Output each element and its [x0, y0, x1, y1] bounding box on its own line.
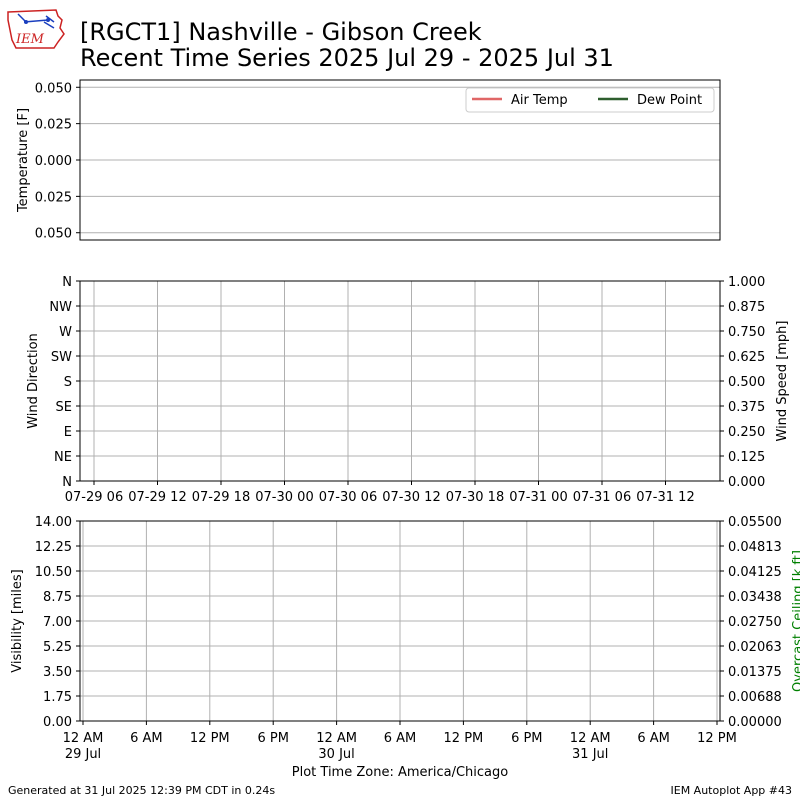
- wind-dir-ylabel: Wind Direction: [26, 333, 41, 429]
- vis-xtick-label: 12 PM: [697, 731, 737, 746]
- wind-dir-tick-label: W: [59, 325, 72, 340]
- temp-ylabel: Temperature [F]: [16, 108, 31, 213]
- iem-logo-graphic: IEM: [7, 9, 65, 49]
- generated-timestamp: Generated at 31 Jul 2025 12:39 PM CDT in…: [8, 784, 276, 797]
- wind-dir-tick-label: NW: [49, 300, 72, 315]
- iem-logo: IEM: [6, 6, 66, 52]
- ceiling-tick-label: 0.03438: [728, 590, 782, 605]
- ceiling-tick-label: 0.00000: [728, 715, 782, 730]
- visibility-plot-frame: [79, 520, 721, 722]
- vis-ytick-label: 1.75: [43, 690, 72, 705]
- wind-xtick-label: 07-30 00: [255, 490, 313, 505]
- vis-ytick-label: 10.50: [35, 565, 72, 580]
- temp-ytick-label: 0.000: [35, 154, 72, 169]
- logo-text: IEM: [15, 32, 45, 47]
- wind-dir-tick-label: S: [64, 375, 72, 390]
- vis-ytick-label: 7.00: [43, 615, 72, 630]
- vis-xtick-label: 6 AM: [637, 731, 670, 746]
- legend-label-0: Air Temp: [511, 93, 568, 108]
- vis-xtick-label: 6 AM: [384, 731, 417, 746]
- temperature-plot-frame: [79, 79, 721, 241]
- vis-xtick-date-label: 31 Jul: [572, 747, 608, 762]
- legend-box: [465, 87, 715, 113]
- vis-ytick-label: 0.00: [43, 715, 72, 730]
- chart-title-line2: Recent Time Series 2025 Jul 29 - 2025 Ju…: [80, 44, 614, 72]
- vis-ytick-label: 8.75: [43, 590, 72, 605]
- ceiling-tick-label: 0.02063: [728, 640, 782, 655]
- temp-ytick-label: 0.025: [35, 118, 72, 133]
- wind-speed-tick-label: 0.000: [728, 475, 765, 490]
- vis-ytick-label: 3.50: [43, 665, 72, 680]
- wind-plot-frame: [79, 280, 721, 482]
- wind-dir-tick-label: SW: [51, 350, 72, 365]
- wind-speed-tick-label: 0.125: [728, 450, 765, 465]
- wind-dir-tick-label: N: [62, 275, 72, 290]
- wind-speed-ylabel: Wind Speed [mph]: [775, 321, 790, 442]
- wind-speed-tick-label: 0.625: [728, 350, 765, 365]
- wind-xtick-label: 07-30 18: [446, 490, 504, 505]
- wind-xtick-label: 07-29 06: [65, 490, 123, 505]
- temp-ytick-label: 0.050: [35, 227, 72, 242]
- wind-speed-tick-label: 0.500: [728, 375, 765, 390]
- vis-xtick-date-label: 29 Jul: [65, 747, 101, 762]
- ceiling-tick-label: 0.05500: [728, 515, 782, 530]
- wind-xtick-label: 07-29 18: [192, 490, 250, 505]
- vis-xtick-label: 12 PM: [190, 731, 230, 746]
- wind-xtick-label: 07-31 12: [636, 490, 694, 505]
- vis-ytick-label: 12.25: [35, 540, 72, 555]
- vis-ylabel: Visibility [miles]: [10, 569, 25, 672]
- ceiling-tick-label: 0.00688: [728, 690, 782, 705]
- vis-xtick-label: 12 AM: [570, 731, 611, 746]
- vis-xtick-label: 12 AM: [63, 731, 104, 746]
- wind-xtick-label: 07-30 06: [319, 490, 377, 505]
- chart-title-line1: [RGCT1] Nashville - Gibson Creek: [80, 18, 482, 46]
- wind-dir-tick-label: SE: [56, 400, 72, 415]
- wind-xtick-label: 07-31 00: [509, 490, 567, 505]
- app-label: IEM Autoplot App #43: [670, 784, 793, 797]
- vis-ytick-label: 5.25: [43, 640, 72, 655]
- temp-ytick-label: 0.025: [35, 190, 72, 205]
- wind-speed-tick-label: 0.375: [728, 400, 765, 415]
- ceiling-ylabel: Overcast Ceiling [k ft]: [791, 550, 800, 692]
- wind-dir-tick-label: N: [62, 475, 72, 490]
- ceiling-tick-label: 0.02750: [728, 615, 782, 630]
- vis-xtick-label: 6 PM: [257, 731, 288, 746]
- vis-xtick-label: 6 AM: [130, 731, 163, 746]
- wind-dir-tick-label: NE: [54, 450, 72, 465]
- wind-speed-tick-label: 1.000: [728, 275, 765, 290]
- vis-xtick-date-label: 30 Jul: [318, 747, 354, 762]
- vis-ytick-label: 14.00: [35, 515, 72, 530]
- vis-xlabel: Plot Time Zone: America/Chicago: [292, 765, 508, 780]
- wind-xtick-label: 07-30 12: [382, 490, 440, 505]
- vis-xtick-label: 12 AM: [316, 731, 357, 746]
- temp-ytick-label: 0.050: [35, 81, 72, 96]
- wind-speed-tick-label: 0.750: [728, 325, 765, 340]
- wind-xtick-label: 07-29 12: [128, 490, 186, 505]
- legend-label-1: Dew Point: [637, 93, 702, 108]
- wind-speed-tick-label: 0.250: [728, 425, 765, 440]
- vis-xtick-label: 12 PM: [444, 731, 484, 746]
- ceiling-tick-label: 0.04125: [728, 565, 782, 580]
- wind-dir-tick-label: E: [64, 425, 72, 440]
- ceiling-tick-label: 0.01375: [728, 665, 782, 680]
- ceiling-tick-label: 0.04813: [728, 540, 782, 555]
- vis-xtick-label: 6 PM: [511, 731, 542, 746]
- wind-speed-tick-label: 0.875: [728, 300, 765, 315]
- wind-xtick-label: 07-31 06: [573, 490, 631, 505]
